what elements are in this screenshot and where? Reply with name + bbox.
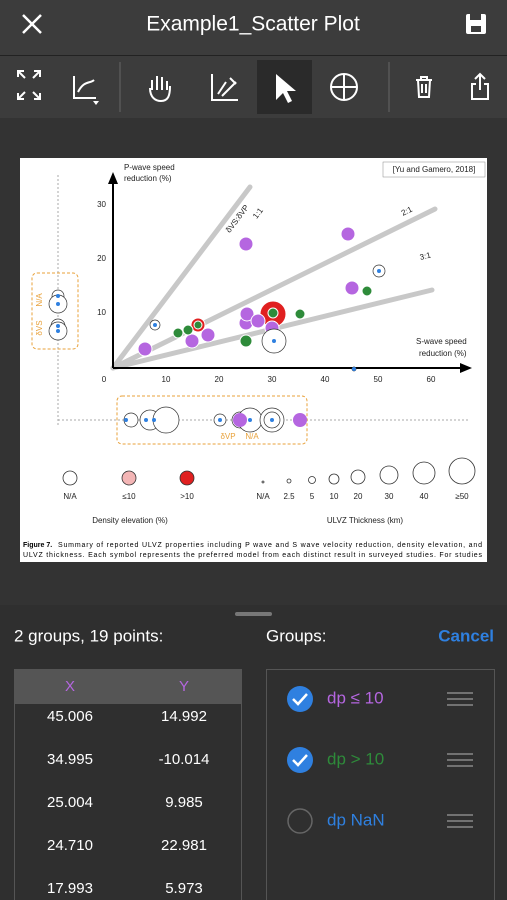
line-label: 3:1 bbox=[419, 250, 433, 262]
na-label: N/A bbox=[245, 432, 259, 441]
x-tick-label: 60 bbox=[427, 375, 436, 384]
caption-line: Summary of reported ULVZ properties incl… bbox=[58, 542, 482, 549]
group-row[interactable]: dp > 10 bbox=[287, 747, 473, 773]
check-mark bbox=[292, 693, 308, 706]
table-cell: 25.004 bbox=[47, 794, 93, 811]
thickness-legend-label: 40 bbox=[420, 492, 429, 501]
density-legend-label: N/A bbox=[63, 492, 77, 501]
y-tick-label: 10 bbox=[97, 308, 106, 317]
x-axis-label: S-wave speed bbox=[416, 337, 467, 346]
table-cell: 22.981 bbox=[161, 837, 207, 854]
cancel-button[interactable]: Cancel bbox=[438, 626, 494, 645]
points-summary: 2 groups, 19 points: bbox=[14, 626, 163, 645]
toolbar bbox=[0, 56, 507, 118]
group-label: dp > 10 bbox=[327, 749, 384, 768]
thickness-legend-label: 30 bbox=[385, 492, 394, 501]
axis-settings-button[interactable] bbox=[73, 76, 99, 105]
na-label: δVP bbox=[220, 432, 235, 441]
fit-button[interactable] bbox=[17, 70, 41, 100]
na-label: δVS bbox=[35, 320, 44, 335]
group-row[interactable]: dp NaN bbox=[287, 808, 473, 834]
table-cell: 9.985 bbox=[165, 794, 203, 811]
density-legend-label: >10 bbox=[180, 492, 194, 501]
thickness-legend-label: 10 bbox=[330, 492, 339, 501]
app-bar bbox=[0, 0, 507, 55]
share-button[interactable] bbox=[471, 72, 489, 100]
save-button[interactable] bbox=[466, 14, 486, 34]
citation: [Yu and Gamero, 2018] bbox=[393, 165, 476, 174]
y-axis-label: reduction (%) bbox=[124, 174, 172, 183]
figure: [Yu and Gamero, 2018] bbox=[20, 158, 487, 562]
edit-axis-tool[interactable] bbox=[211, 74, 238, 101]
group-label: dp ≤ 10 bbox=[327, 688, 384, 707]
group-label: dp NaN bbox=[327, 810, 385, 829]
density-legend-title: Density elevation (%) bbox=[92, 516, 168, 525]
column-header: Y bbox=[179, 678, 189, 695]
select-tool[interactable] bbox=[276, 74, 296, 103]
table-cell: 34.995 bbox=[47, 751, 93, 768]
y-axis-label: P-wave speed bbox=[124, 163, 175, 172]
table-header bbox=[15, 670, 241, 704]
x-axis-label: reduction (%) bbox=[419, 349, 467, 358]
table-cell: 24.710 bbox=[47, 837, 93, 854]
table-cell: -10.014 bbox=[159, 751, 210, 768]
thickness-legend-label: 20 bbox=[354, 492, 363, 501]
close-button[interactable] bbox=[22, 14, 42, 34]
thickness-legend-label: ≥50 bbox=[455, 492, 469, 501]
thickness-legend-title: ULVZ Thickness (km) bbox=[327, 516, 403, 525]
thickness-legend-label: 5 bbox=[310, 492, 315, 501]
delete-button[interactable] bbox=[416, 76, 432, 98]
table-cell: 45.006 bbox=[47, 708, 93, 725]
crosshair-tool[interactable] bbox=[330, 73, 358, 101]
thickness-legend-label: 2.5 bbox=[283, 492, 295, 501]
caption-label: Figure 7. bbox=[23, 542, 52, 549]
na-label: N/A bbox=[35, 293, 44, 307]
y-tick-label: 20 bbox=[97, 254, 106, 263]
x-tick-label: 30 bbox=[268, 375, 277, 384]
x-tick-label: 0 bbox=[102, 375, 107, 384]
x-tick-label: 20 bbox=[215, 375, 224, 384]
table-cell: 17.993 bbox=[47, 880, 93, 897]
x-tick-label: 50 bbox=[374, 375, 383, 384]
table-cell: 5.973 bbox=[165, 880, 203, 897]
app-title: Example1_Scatter Plot bbox=[146, 13, 360, 36]
groups-title: Groups: bbox=[266, 626, 326, 645]
thickness-legend-label: N/A bbox=[256, 492, 270, 501]
group-checkbox[interactable] bbox=[287, 747, 313, 773]
pan-tool[interactable] bbox=[149, 76, 171, 103]
group-row[interactable]: dp ≤ 10 bbox=[287, 686, 473, 712]
group-checkbox[interactable] bbox=[287, 808, 313, 834]
caption-line: ULVZ thickness. Each symbol represents t… bbox=[23, 552, 483, 559]
density-legend-label: ≤10 bbox=[122, 492, 136, 501]
y-tick-label: 30 bbox=[97, 200, 106, 209]
points-table bbox=[14, 669, 242, 900]
x-tick-label: 10 bbox=[162, 375, 171, 384]
group-checkbox[interactable] bbox=[287, 686, 313, 712]
table-cell: 14.992 bbox=[161, 708, 207, 725]
check-mark bbox=[292, 754, 308, 767]
caption: Figure 7. Summary of reported ULVZ proper… bbox=[23, 542, 483, 559]
x-tick-label: 40 bbox=[321, 375, 330, 384]
drag-handle[interactable] bbox=[235, 612, 272, 616]
column-header: X bbox=[65, 678, 75, 695]
